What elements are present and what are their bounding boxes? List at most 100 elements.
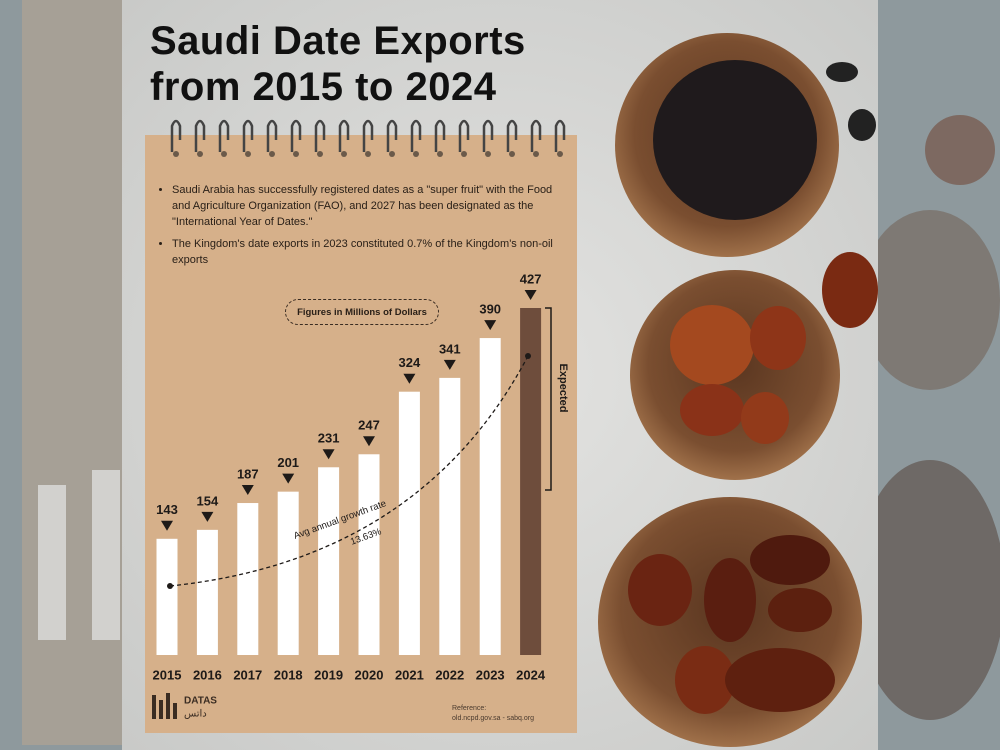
date xyxy=(768,588,832,632)
pointer xyxy=(443,359,456,370)
title: Saudi Date Exports from 2015 to 2024 xyxy=(150,19,526,109)
ring-hole xyxy=(557,151,563,157)
ring-hole xyxy=(269,151,275,157)
bullet: The Kingdom's date exports in 2023 const… xyxy=(172,236,572,268)
expected-bracket xyxy=(545,307,552,491)
date xyxy=(725,648,835,712)
dried-date xyxy=(741,392,789,444)
ring xyxy=(434,119,446,152)
blurred-bar xyxy=(38,485,66,640)
pointer xyxy=(484,320,497,331)
value-label: 324 xyxy=(399,355,421,370)
bar xyxy=(277,491,299,655)
date xyxy=(704,558,756,642)
blurred-bar xyxy=(92,470,120,640)
unit-note: Figures in Millions of Dollars xyxy=(285,299,439,325)
ring xyxy=(506,119,518,152)
logo: DATAS داتس xyxy=(152,693,217,720)
value-label: 247 xyxy=(358,418,380,433)
pointer xyxy=(241,485,254,496)
ring-hole xyxy=(197,151,203,157)
x-tick-label: 2023 xyxy=(476,667,505,682)
value-label: 231 xyxy=(318,431,340,446)
reference: Reference: old.ncpd.gov.sa - sabq.org xyxy=(452,704,534,724)
ring xyxy=(290,119,302,152)
pointer xyxy=(201,511,214,522)
value-label: 187 xyxy=(237,466,259,481)
blurred-bowl xyxy=(860,210,1000,390)
reference-title: Reference: xyxy=(452,705,487,712)
ring xyxy=(266,119,278,152)
value-label: 143 xyxy=(156,502,178,517)
growth-curve xyxy=(169,355,529,587)
pointer xyxy=(161,520,173,531)
x-tick-label: 2022 xyxy=(435,667,464,682)
ring xyxy=(194,119,206,152)
blurred-bowl xyxy=(855,460,1000,720)
logo-mark xyxy=(152,695,156,719)
ring-hole xyxy=(365,151,371,157)
reference-text: old.ncpd.gov.sa - sabq.org xyxy=(452,715,534,722)
ring xyxy=(458,119,470,152)
raisins xyxy=(653,60,817,220)
ring xyxy=(530,119,542,152)
ring-hole xyxy=(437,151,443,157)
raisin xyxy=(848,109,876,141)
ring xyxy=(218,119,230,152)
date xyxy=(628,554,692,626)
curve-end xyxy=(167,583,173,589)
ring-hole xyxy=(389,151,395,157)
ring xyxy=(554,119,566,152)
raisin xyxy=(826,62,858,82)
pointer xyxy=(322,449,335,460)
logo-mark xyxy=(166,693,170,719)
bar xyxy=(196,529,218,655)
ring-hole xyxy=(509,151,515,157)
pointer xyxy=(524,290,537,300)
dried-date xyxy=(680,384,744,436)
x-tick-label: 2017 xyxy=(233,667,262,682)
curve-end xyxy=(525,353,531,359)
bar xyxy=(237,503,259,655)
ring xyxy=(386,119,398,152)
ring xyxy=(410,119,422,152)
logo-text: DATAS xyxy=(184,696,217,707)
spiral xyxy=(170,119,566,157)
bullet: Saudi Arabia has successfully registered… xyxy=(172,182,572,230)
logo-mark xyxy=(173,703,177,719)
date xyxy=(750,535,830,585)
ring xyxy=(314,119,326,152)
x-tick-label: 2015 xyxy=(153,667,182,682)
bar xyxy=(318,467,340,655)
value-label: 341 xyxy=(439,341,461,356)
ring-hole xyxy=(173,151,179,157)
bar xyxy=(358,454,380,655)
logo-arabic: داتس xyxy=(184,709,207,720)
expected-label: Expected xyxy=(557,364,569,413)
x-tick-label: 2018 xyxy=(274,667,303,682)
bar xyxy=(479,338,501,655)
x-tick-label: 2024 xyxy=(516,667,546,682)
date xyxy=(675,646,735,714)
ring-hole xyxy=(413,151,419,157)
pointer xyxy=(403,373,416,384)
x-tick-label: 2020 xyxy=(355,667,384,682)
ring-hole xyxy=(317,151,323,157)
ring-hole xyxy=(533,151,539,157)
bullets: Saudi Arabia has successfully registered… xyxy=(158,182,572,274)
ring-hole xyxy=(221,151,227,157)
value-label: 154 xyxy=(197,493,219,508)
bar xyxy=(398,391,420,655)
ring-hole xyxy=(245,151,251,157)
ring-hole xyxy=(461,151,467,157)
date xyxy=(822,252,878,328)
ring xyxy=(482,119,494,152)
pointer xyxy=(282,473,295,484)
x-tick-label: 2016 xyxy=(193,667,222,682)
logo-mark xyxy=(159,700,163,719)
x-tick-label: 2021 xyxy=(395,667,424,682)
ring-hole xyxy=(293,151,299,157)
ring xyxy=(362,119,374,152)
ring xyxy=(170,119,182,152)
